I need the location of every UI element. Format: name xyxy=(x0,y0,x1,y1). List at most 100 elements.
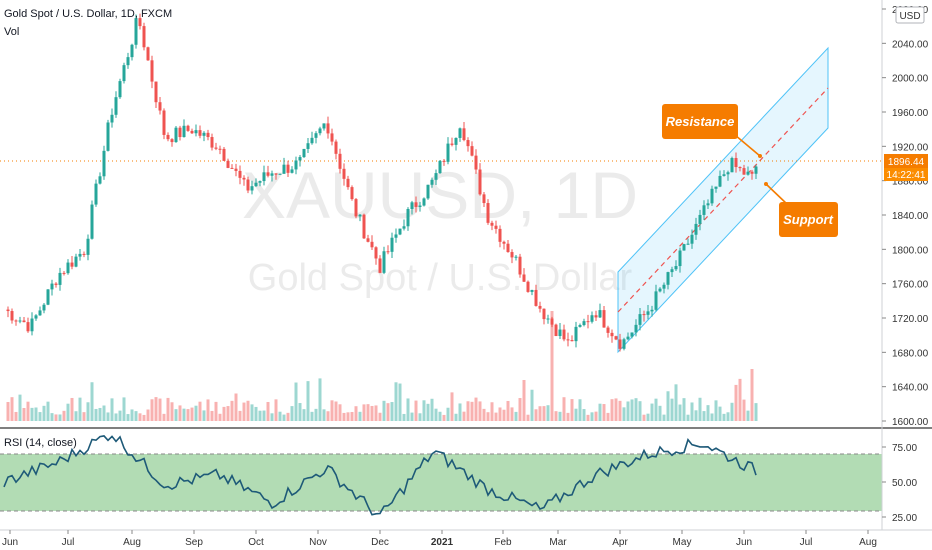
time-axis[interactable]: Jun Jul Aug Sep Oct Nov Dec 2021 Feb Mar Apr May Jun… xyxy=(2,530,877,548)
volume-bar xyxy=(682,398,686,421)
rsi-tick-label: 25.00 xyxy=(892,513,917,524)
candle-body xyxy=(22,320,26,323)
candle-body xyxy=(514,256,518,258)
candle-body xyxy=(290,169,294,173)
volume-bar xyxy=(18,394,22,421)
candle-body xyxy=(258,181,262,183)
volume-label[interactable]: Vol xyxy=(4,26,19,38)
volume-bar xyxy=(130,409,134,421)
candle-body xyxy=(690,234,694,244)
volume-bar xyxy=(258,410,262,421)
volume-bar xyxy=(574,408,578,421)
volume-bar xyxy=(186,409,190,421)
candle-body xyxy=(358,214,362,217)
candle-body xyxy=(410,202,414,210)
resistance-callout: Resistance xyxy=(662,104,762,158)
candle-body xyxy=(582,321,586,326)
volume-bar xyxy=(466,401,470,421)
volume-bar xyxy=(34,407,38,421)
candle-body xyxy=(498,228,502,242)
time-tick-label: Jun xyxy=(736,537,752,548)
candle-body xyxy=(190,130,194,134)
candle-body xyxy=(62,272,66,274)
price-axis[interactable]: 2080.002040.002000.001960.001920.001880.… xyxy=(882,5,929,428)
time-tick-label: Aug xyxy=(859,537,877,548)
volume-bar xyxy=(278,411,282,421)
candle-body xyxy=(46,289,50,305)
rsi-axis[interactable]: 75.00 50.00 25.00 xyxy=(882,443,917,524)
volume-bar xyxy=(562,397,566,421)
volume-bar xyxy=(222,406,226,421)
last-price-tag: 1896.44 14:22:41 xyxy=(884,154,928,181)
candle-body xyxy=(10,311,14,321)
candle-body xyxy=(146,47,150,61)
candlesticks xyxy=(6,13,758,352)
volume-bar xyxy=(742,399,746,421)
volume-bar xyxy=(118,410,122,421)
candle-body xyxy=(166,134,170,140)
volume-bar xyxy=(422,400,426,421)
candle-body xyxy=(566,339,570,341)
candle-body xyxy=(274,173,278,175)
volume-bar xyxy=(426,403,430,421)
candle-body xyxy=(130,44,134,58)
volume-bar xyxy=(686,414,690,421)
volume-bar xyxy=(354,406,358,421)
volume-bar xyxy=(114,413,118,421)
volume-bar xyxy=(674,384,678,421)
candle-body xyxy=(678,250,682,267)
candle-body xyxy=(650,309,654,312)
volume-bar xyxy=(74,411,78,421)
candle-body xyxy=(178,127,182,138)
currency-button[interactable]: USD xyxy=(895,6,925,24)
candle-body xyxy=(394,234,398,238)
price-tick-label: 1920.00 xyxy=(892,142,929,153)
volume-bar xyxy=(522,380,526,421)
candle-body xyxy=(114,97,118,115)
candle-body xyxy=(390,237,394,252)
candle-body xyxy=(18,320,22,322)
candle-body xyxy=(478,169,482,195)
candle-body xyxy=(538,305,542,309)
candle-body xyxy=(218,148,222,150)
volume-bar xyxy=(242,402,246,421)
rsi-tick-label: 50.00 xyxy=(892,478,917,489)
candle-body xyxy=(658,288,662,292)
candle-body xyxy=(326,123,330,134)
candle-body xyxy=(530,289,534,292)
candle-body xyxy=(590,315,594,322)
volume-bar xyxy=(194,405,198,421)
candle-body xyxy=(318,128,322,134)
volume-bar xyxy=(174,409,178,421)
volume-bar xyxy=(650,403,654,421)
volume-bar xyxy=(154,397,158,421)
candle-body xyxy=(586,321,590,323)
candle-body xyxy=(606,327,610,333)
volume-bar xyxy=(374,405,378,421)
candle-body xyxy=(70,262,74,267)
volume-bar xyxy=(358,411,362,421)
price-tick-label: 1760.00 xyxy=(892,280,929,291)
candle-body xyxy=(722,174,726,176)
candle-body xyxy=(642,314,646,316)
volume-bar xyxy=(534,409,538,421)
candle-body xyxy=(334,141,338,154)
time-tick-label: Dec xyxy=(371,537,389,548)
symbol-title[interactable]: Gold Spot / U.S. Dollar, 1D, FXCM xyxy=(4,8,172,20)
volume-bar xyxy=(110,398,114,421)
time-tick-label: Feb xyxy=(494,537,512,548)
volume-bar xyxy=(726,412,730,421)
candle-body xyxy=(294,160,298,170)
volume-bar xyxy=(702,411,706,421)
volume-bar xyxy=(634,398,638,421)
candle-body xyxy=(202,132,206,136)
volume-bar xyxy=(282,414,286,421)
volume-bar xyxy=(638,401,642,421)
volume-bar xyxy=(10,397,14,421)
volume-bar xyxy=(478,401,482,421)
volume-bar xyxy=(294,382,298,421)
rsi-label[interactable]: RSI (14, close) xyxy=(4,437,77,449)
candle-body xyxy=(442,160,446,162)
volume-bar xyxy=(26,401,30,421)
